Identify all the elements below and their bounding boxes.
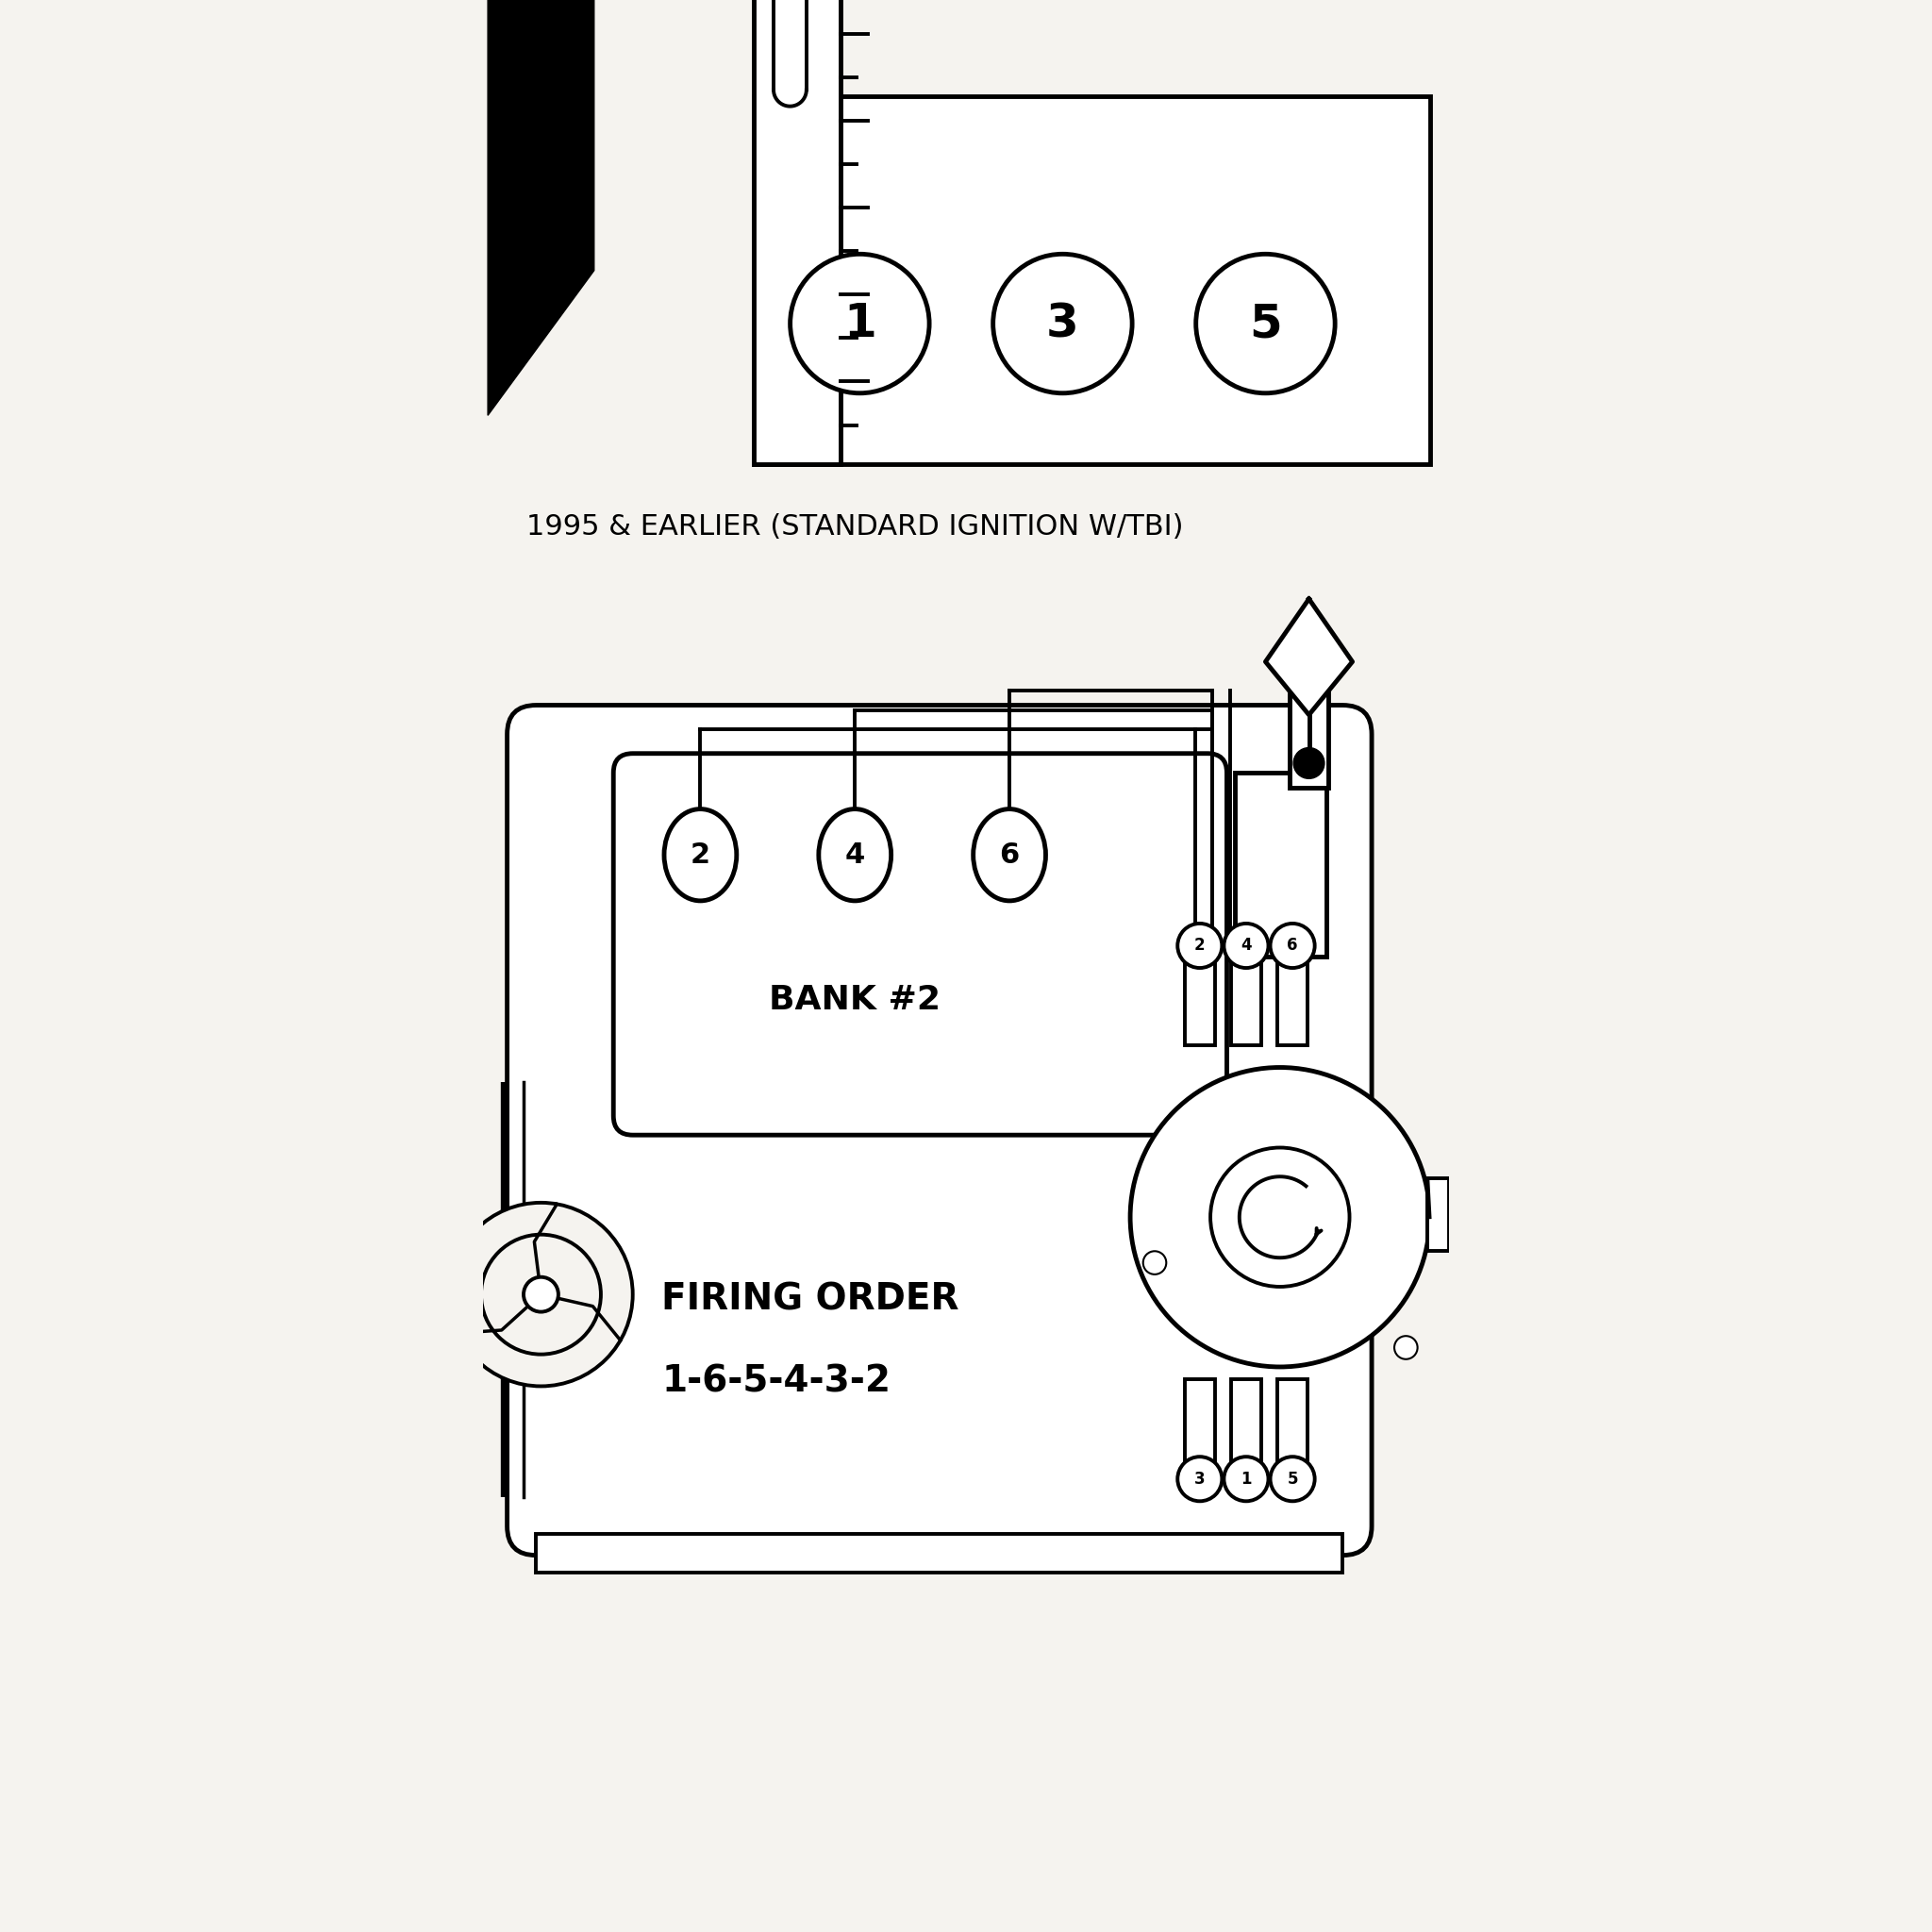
Circle shape: [993, 253, 1132, 394]
Circle shape: [450, 1202, 634, 1387]
Circle shape: [790, 253, 929, 394]
Text: 4: 4: [1240, 937, 1252, 954]
Circle shape: [1144, 1252, 1167, 1275]
Circle shape: [1179, 923, 1221, 968]
Bar: [1277, 962, 1308, 1045]
Bar: [1231, 1379, 1262, 1461]
Ellipse shape: [665, 810, 736, 900]
Text: 3: 3: [1047, 301, 1078, 346]
Circle shape: [1179, 1457, 1221, 1501]
Circle shape: [1271, 923, 1314, 968]
Text: 6: 6: [999, 840, 1020, 869]
Text: 1995 & EARLIER (STANDARD IGNITION W/TBI): 1995 & EARLIER (STANDARD IGNITION W/TBI): [526, 512, 1184, 541]
Text: 5: 5: [1250, 301, 1281, 346]
Circle shape: [524, 1277, 558, 1312]
Text: 4: 4: [844, 840, 866, 869]
FancyBboxPatch shape: [614, 753, 1227, 1134]
Text: 1: 1: [842, 301, 877, 346]
Text: 1-6-5-4-3-2: 1-6-5-4-3-2: [661, 1364, 891, 1399]
Bar: [1184, 1379, 1215, 1461]
Circle shape: [1196, 253, 1335, 394]
Polygon shape: [487, 0, 595, 415]
Bar: [1184, 962, 1215, 1045]
Text: 2: 2: [690, 840, 711, 869]
Text: 6: 6: [1287, 937, 1298, 954]
Circle shape: [1130, 1066, 1430, 1368]
Bar: [1291, 667, 1329, 788]
Bar: [537, 1534, 1343, 1573]
Circle shape: [481, 1235, 601, 1354]
Circle shape: [1209, 1148, 1350, 1287]
Ellipse shape: [819, 810, 891, 900]
Bar: [1235, 773, 1325, 956]
Bar: [1231, 962, 1262, 1045]
Bar: [1428, 1179, 1449, 1252]
Text: BANK #2: BANK #2: [769, 983, 941, 1016]
Text: 5: 5: [1287, 1470, 1298, 1488]
FancyBboxPatch shape: [753, 97, 1430, 464]
Polygon shape: [1265, 599, 1352, 715]
Text: 3: 3: [1194, 1470, 1206, 1488]
Text: 2: 2: [1194, 937, 1206, 954]
FancyBboxPatch shape: [506, 705, 1372, 1555]
Circle shape: [1225, 923, 1267, 968]
Text: 1: 1: [1240, 1470, 1252, 1488]
Bar: [1277, 1379, 1308, 1461]
Circle shape: [1395, 1337, 1418, 1360]
Ellipse shape: [974, 810, 1045, 900]
Text: FIRING ORDER: FIRING ORDER: [661, 1281, 960, 1318]
Circle shape: [1271, 1457, 1314, 1501]
Circle shape: [1294, 748, 1325, 779]
Bar: [753, 0, 840, 464]
Circle shape: [1225, 1457, 1267, 1501]
